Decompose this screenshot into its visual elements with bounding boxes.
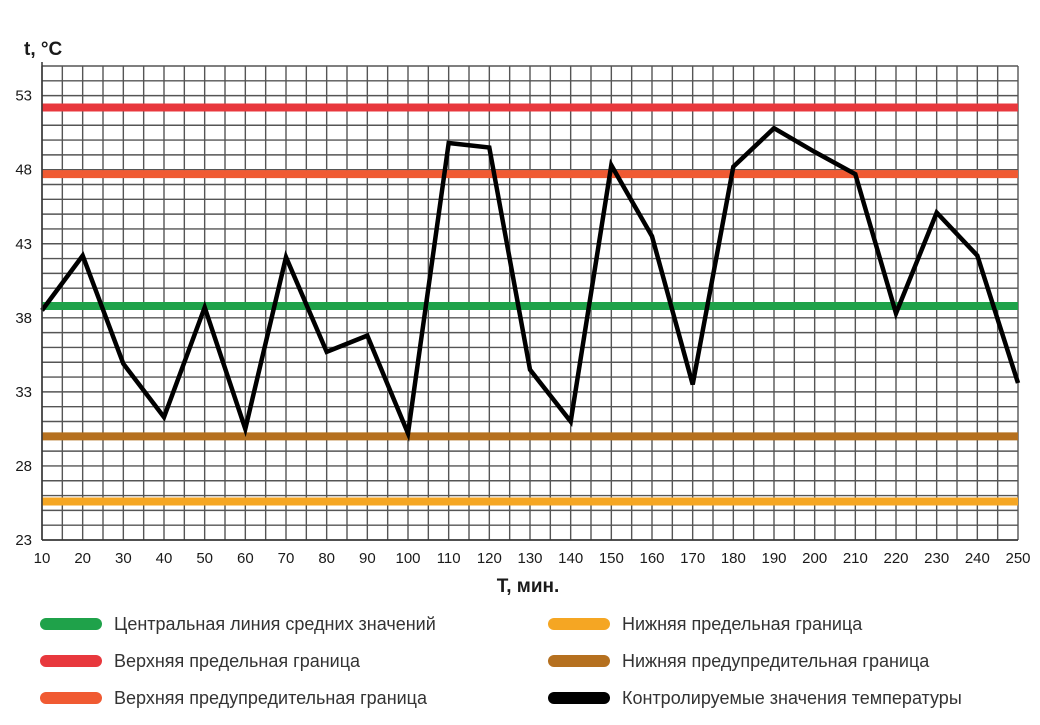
x-tick-label: 30: [115, 550, 132, 567]
y-tick-label: 38: [15, 310, 32, 327]
x-axis-title: T, мин.: [497, 576, 560, 597]
legend-swatch: [40, 692, 102, 704]
x-tick-label: 130: [517, 550, 542, 567]
x-tick-label: 240: [965, 550, 990, 567]
x-tick-label: 20: [74, 550, 91, 567]
legend-item: Контролируемые значения температуры: [548, 686, 962, 710]
x-tick-label: 140: [558, 550, 583, 567]
legend-item: Нижняя предельная граница: [548, 612, 862, 636]
legend-label: Верхняя предельная граница: [114, 650, 361, 671]
y-axis-title: t, °C: [24, 39, 62, 60]
x-tick-label: 230: [924, 550, 949, 567]
x-tick-label: 50: [196, 550, 213, 567]
x-tick-label: 90: [359, 550, 376, 567]
series-lines: [40, 125, 1021, 442]
legend-label: Контролируемые значения температуры: [622, 687, 962, 708]
legend-label: Нижняя предупредительная граница: [622, 650, 930, 671]
x-tick-label: 110: [437, 550, 461, 567]
x-tick-label: 80: [318, 550, 335, 567]
y-tick-label: 28: [15, 458, 32, 475]
y-tick-label: 43: [15, 236, 32, 253]
x-tick-label: 170: [680, 550, 705, 567]
x-tick-label: 210: [843, 550, 868, 567]
y-tick-label: 33: [15, 384, 32, 401]
legend-swatch: [40, 655, 102, 667]
x-tick-label: 60: [237, 550, 254, 567]
control-chart: 23 28 33 38 43 48 53 10 20 30 40 50 60 70 80 90 100 110 12…: [15, 39, 1031, 597]
y-tick-label: 53: [15, 88, 32, 105]
axes: 23 28 33 38 43 48 53 10 20 30 40 50 60 70 80 90 100 110 12…: [15, 62, 1031, 567]
x-tick-label: 40: [156, 550, 173, 567]
legend-item: Верхняя предельная граница: [40, 649, 360, 673]
x-tick-label: 190: [761, 550, 786, 567]
legend-item: Нижняя предупредительная граница: [548, 649, 929, 673]
legend-item: Верхняя предупредительная граница: [40, 686, 427, 710]
x-tick-label: 220: [883, 550, 908, 567]
x-tick-label: 70: [278, 550, 295, 567]
legend-label: Центральная линия средних значений: [114, 613, 436, 634]
legend-swatch: [548, 655, 610, 667]
y-tick-label: 48: [15, 162, 32, 179]
legend-label: Верхняя предупредительная граница: [114, 687, 428, 708]
x-tick-label: 100: [395, 550, 420, 567]
legend-swatch: [548, 692, 610, 704]
x-tick-label: 120: [477, 550, 502, 567]
x-tick-label: 10: [34, 550, 51, 567]
legend-swatch: [548, 618, 610, 630]
x-tick-label: 150: [599, 550, 624, 567]
y-tick-label: 23: [15, 532, 32, 549]
x-tick-label: 200: [802, 550, 827, 567]
x-tick-label: 250: [1005, 550, 1030, 567]
legend-label: Нижняя предельная граница: [622, 613, 863, 634]
x-tick-label: 180: [721, 550, 746, 567]
x-tick-label: 160: [639, 550, 664, 567]
legend-item: Центральная линия средних значений: [40, 612, 436, 636]
legend-swatch: [40, 618, 102, 630]
